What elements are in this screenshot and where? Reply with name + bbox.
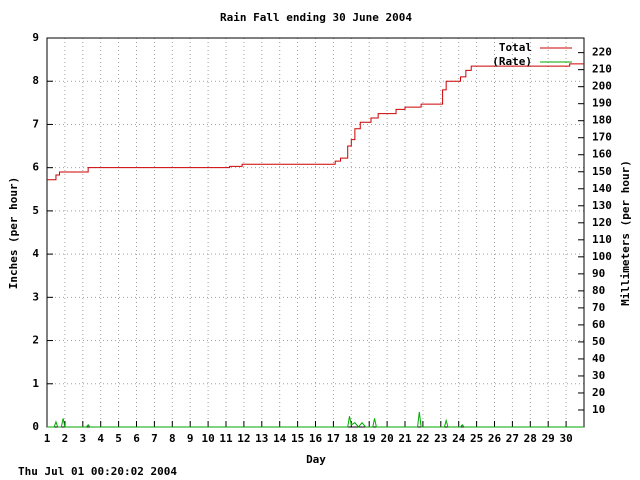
x-tick-label: 15 [291,432,304,445]
x-tick-label: 30 [559,432,572,445]
y2-tick-label: 150 [592,165,612,178]
x-tick-label: 9 [187,432,194,445]
y2-tick-label: 70 [592,301,605,314]
y-tick-label: 5 [32,204,39,217]
x-tick-label: 10 [201,432,214,445]
y2-tick-label: 50 [592,335,605,348]
y2-tick-label: 180 [592,114,612,127]
y-tick-label: 0 [32,420,39,433]
x-tick-label: 24 [452,432,466,445]
y2-tick-label: 120 [592,216,612,229]
x-tick-label: 5 [115,432,122,445]
x-tick-label: 21 [398,432,412,445]
legend-label: Total [499,41,532,54]
x-tick-label: 2 [62,432,69,445]
y-tick-label: 8 [32,74,39,87]
x-tick-label: 14 [273,432,287,445]
y2-tick-label: 210 [592,63,612,76]
x-axis-label: Day [306,453,326,466]
x-tick-label: 18 [345,432,358,445]
y2-tick-label: 100 [592,250,612,263]
y2-tick-label: 40 [592,352,605,365]
x-tick-label: 1 [44,432,51,445]
y2-axis-label: Millimeters (per hour) [619,160,632,306]
y2-tick-label: 170 [592,131,612,144]
x-tick-label: 4 [97,432,104,445]
x-tick-label: 17 [327,432,340,445]
y-tick-label: 7 [32,117,39,130]
x-tick-label: 13 [255,432,268,445]
y-tick-label: 2 [32,334,39,347]
x-tick-label: 3 [79,432,86,445]
y-tick-label: 6 [32,161,39,174]
x-tick-label: 12 [237,432,250,445]
y2-tick-label: 10 [592,403,605,416]
y2-tick-label: 220 [592,46,612,59]
y-tick-label: 3 [32,290,39,303]
y2-tick-label: 130 [592,199,612,212]
x-tick-label: 27 [506,432,519,445]
x-tick-label: 6 [133,432,140,445]
y2-tick-label: 80 [592,284,605,297]
y2-tick-label: 200 [592,80,612,93]
x-tick-label: 11 [219,432,233,445]
y-tick-label: 4 [32,247,39,260]
y2-tick-label: 110 [592,233,612,246]
timestamp: Thu Jul 01 00:20:02 2004 [18,465,177,478]
x-tick-label: 29 [542,432,555,445]
y2-tick-label: 90 [592,267,605,280]
y-tick-label: 9 [32,31,39,44]
x-tick-label: 7 [151,432,158,445]
y2-tick-label: 140 [592,182,612,195]
x-tick-label: 23 [434,432,447,445]
x-tick-label: 25 [470,432,483,445]
x-tick-label: 16 [309,432,323,445]
x-tick-label: 19 [363,432,376,445]
series-line [47,63,584,181]
y2-tick-label: 20 [592,386,605,399]
y2-tick-label: 160 [592,148,612,161]
y2-tick-label: 190 [592,97,612,110]
x-tick-label: 22 [416,432,429,445]
y-tick-label: 1 [32,377,39,390]
y2-tick-label: 60 [592,318,605,331]
x-tick-label: 26 [488,432,502,445]
x-tick-label: 8 [169,432,176,445]
chart-title: Rain Fall ending 30 June 2004 [220,11,412,24]
x-tick-label: 28 [524,432,537,445]
y-axis-label: Inches (per hour) [7,177,20,290]
series-line [47,411,584,428]
x-tick-label: 20 [380,432,393,445]
legend-label: (Rate) [492,55,532,68]
y2-tick-label: 30 [592,369,605,382]
